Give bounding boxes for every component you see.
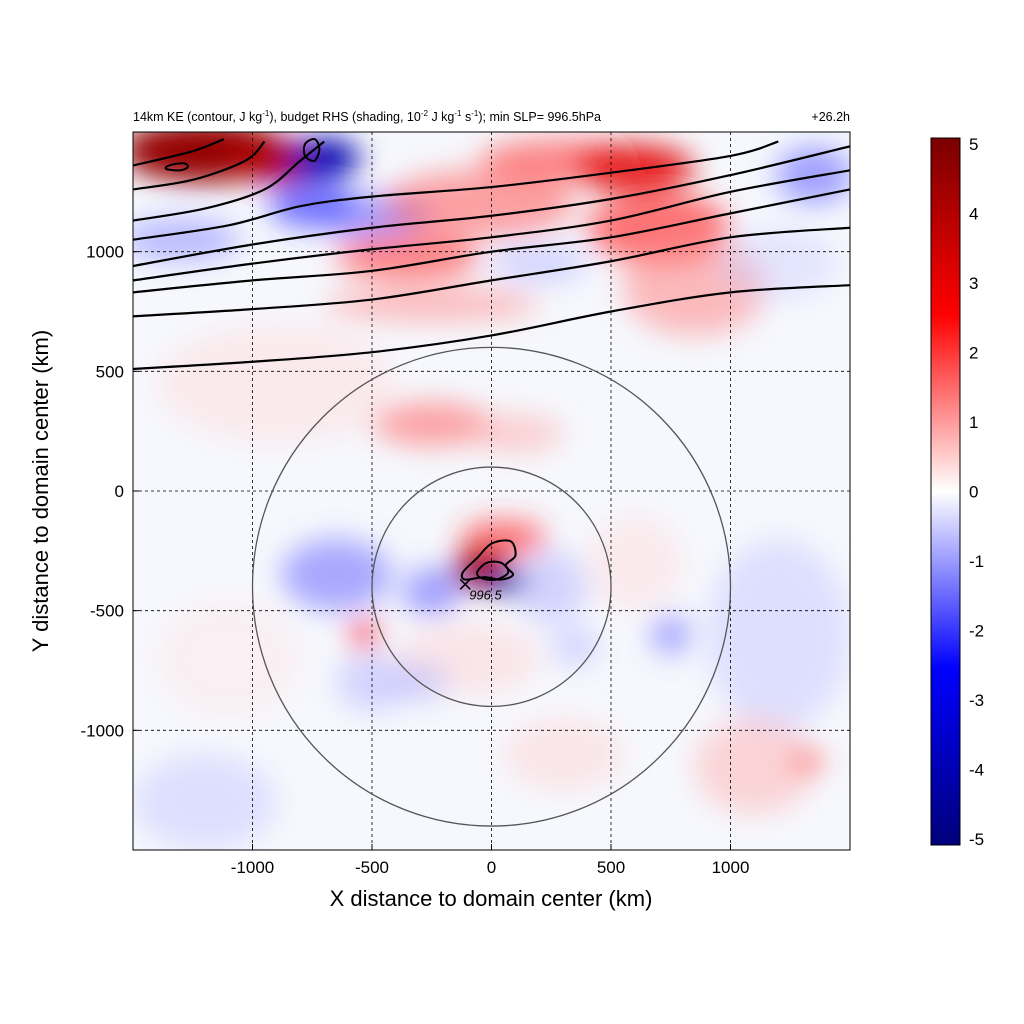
y-tick-label: 1000 bbox=[86, 243, 124, 262]
ke-contour bbox=[133, 138, 225, 167]
shading-cell bbox=[651, 615, 690, 654]
y-tick-label: -1000 bbox=[81, 721, 124, 740]
ke-contour-closed bbox=[302, 138, 321, 162]
plot-area: 996.5 bbox=[132, 131, 851, 851]
ke-contour-layer bbox=[133, 138, 850, 581]
y-tick-label: 0 bbox=[115, 482, 124, 501]
shading-cell bbox=[372, 402, 492, 446]
shading-cell bbox=[575, 143, 695, 192]
range-ring bbox=[371, 466, 612, 708]
title-sup-a: -1 bbox=[262, 109, 270, 118]
shading-cell bbox=[156, 598, 301, 719]
chart-title: 14km KE (contour, J kg-1), budget RHS (s… bbox=[133, 109, 601, 124]
shading-cell bbox=[133, 754, 277, 850]
ke-contour bbox=[133, 169, 850, 282]
ke-contour bbox=[133, 188, 850, 294]
ke-contour-closed bbox=[476, 560, 510, 581]
ke-contour-closed bbox=[164, 162, 190, 172]
shading-cell bbox=[792, 751, 822, 772]
y-tick-label: -500 bbox=[90, 602, 124, 621]
x-tick-label: -1000 bbox=[231, 858, 274, 877]
colorbar-tick-label: -2 bbox=[969, 622, 984, 641]
range-ring bbox=[251, 346, 732, 827]
ke-contour bbox=[133, 284, 850, 371]
shading-cell bbox=[350, 620, 380, 649]
colorbar-tick-label: 1 bbox=[969, 413, 978, 432]
shading-cell bbox=[503, 718, 623, 791]
colorbar-ticks: 5 4 3 2 1 0 -1 -2 -3 -4 -5 bbox=[969, 135, 984, 849]
shading-cell bbox=[467, 414, 564, 453]
shading-cell bbox=[694, 718, 815, 815]
shading-cell bbox=[336, 232, 480, 281]
min-slp-marker-icon bbox=[459, 578, 471, 590]
colorbar-tick-label: 0 bbox=[969, 483, 978, 502]
colorbar-tick-label: 5 bbox=[969, 135, 978, 154]
x-tick-label: 1000 bbox=[712, 858, 750, 877]
colorbar-tick-label: -1 bbox=[969, 552, 984, 571]
colorbar: 5 4 3 2 1 0 -1 -2 -3 -4 -5 bbox=[930, 135, 984, 849]
ke-contour bbox=[133, 140, 325, 222]
shading-cell bbox=[551, 627, 600, 666]
y-tick-label: 500 bbox=[96, 362, 124, 381]
shading-cell bbox=[336, 653, 408, 712]
title-sup-c: -1 bbox=[454, 109, 462, 118]
title-part-c: J kg bbox=[428, 110, 454, 124]
title-sup-d: -1 bbox=[471, 109, 479, 118]
shading-cell bbox=[460, 519, 547, 559]
title-part-e: ); min SLP= 996.5hPa bbox=[478, 110, 601, 124]
shading-cell bbox=[156, 323, 396, 444]
colorbar-tick-label: -4 bbox=[969, 761, 984, 780]
x-tick-label: 0 bbox=[487, 858, 496, 877]
time-label: +26.2h bbox=[811, 110, 850, 124]
x-tick-label: -500 bbox=[355, 858, 389, 877]
y-axis-label: Y distance to domain center (km) bbox=[28, 330, 53, 652]
colorbar-tick-label: 4 bbox=[969, 205, 978, 224]
x-tick-label: 500 bbox=[597, 858, 625, 877]
ke-contour bbox=[133, 140, 779, 241]
shading-cell bbox=[718, 227, 839, 300]
shading-cell bbox=[288, 139, 361, 178]
colorbar-gradient bbox=[930, 137, 961, 846]
shading-cell bbox=[383, 170, 576, 238]
shading-cell bbox=[706, 538, 850, 731]
shading-cell bbox=[403, 567, 461, 616]
range-ring-layer bbox=[251, 346, 732, 827]
colorbar-tick-label: -3 bbox=[969, 691, 984, 710]
title-part-a: 14km KE (contour, J kg bbox=[133, 110, 262, 124]
shading-cell bbox=[491, 244, 588, 283]
colorbar-tick-label: 2 bbox=[969, 344, 978, 363]
title-part-d: s bbox=[462, 110, 472, 124]
x-axis-label: X distance to domain center (km) bbox=[330, 886, 653, 911]
title-part-b: ), budget RHS (shading, 10 bbox=[269, 110, 421, 124]
ke-contour bbox=[133, 145, 850, 268]
center-marker-layer: 996.5 bbox=[459, 578, 503, 602]
colorbar-tick-label: -5 bbox=[969, 830, 984, 849]
min-slp-label: 996.5 bbox=[469, 587, 502, 602]
shading-cell bbox=[587, 514, 683, 611]
shading-cell bbox=[281, 538, 392, 611]
y-axis: 1000 500 0 -500 -1000 bbox=[81, 243, 139, 740]
x-axis: -1000 -500 0 500 1000 bbox=[231, 844, 750, 877]
title-sup-b: -2 bbox=[421, 109, 429, 118]
ke-contour bbox=[133, 140, 266, 191]
ke-contour bbox=[133, 226, 850, 318]
shading-cell bbox=[515, 550, 588, 623]
colorbar-tick-label: 3 bbox=[969, 274, 978, 293]
shading-cell bbox=[324, 287, 540, 322]
